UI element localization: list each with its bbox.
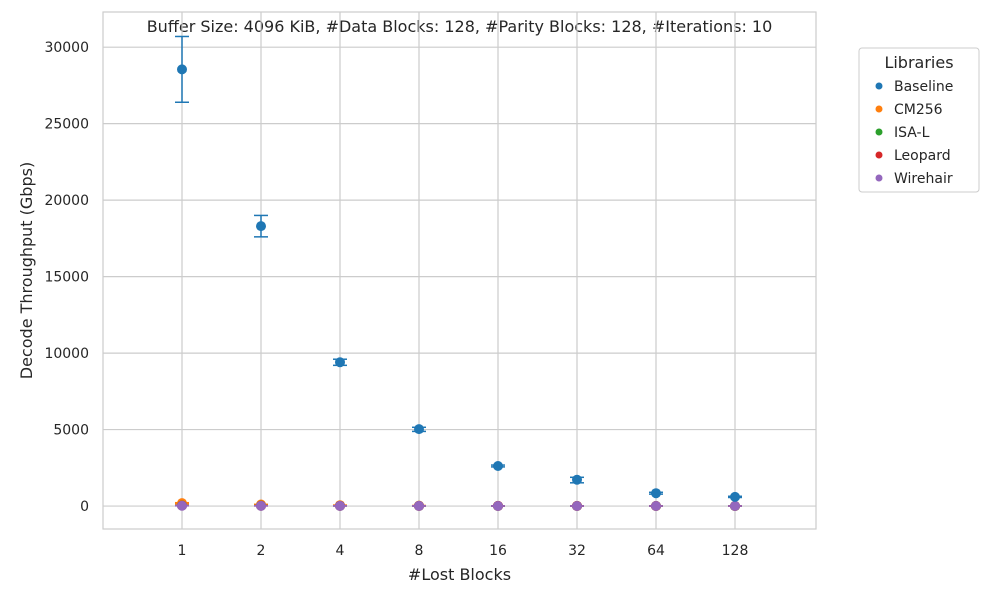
- legend-item: CM256: [875, 102, 943, 118]
- y-axis-ticks: 0 5000 10000 15000 20000 25000 30000: [44, 40, 89, 515]
- data-point: [177, 64, 187, 75]
- x-tick-label: 128: [722, 543, 749, 559]
- data-point: [256, 221, 266, 232]
- legend-item: Wirehair: [875, 171, 953, 187]
- legend-label: CM256: [894, 102, 943, 118]
- y-tick-label: 10000: [44, 346, 89, 362]
- x-tick-label: 2: [257, 543, 266, 559]
- y-tick-label: 20000: [44, 193, 89, 209]
- x-tick-label: 64: [647, 543, 665, 559]
- x-tick-label: 32: [568, 543, 586, 559]
- x-tick-label: 1: [178, 543, 187, 559]
- legend-item: ISA-L: [875, 125, 930, 141]
- legend-box: [858, 47, 980, 193]
- data-point: [651, 500, 661, 511]
- data-point: [730, 501, 740, 512]
- y-tick-label: 0: [80, 499, 89, 515]
- legend-label: Leopard: [894, 148, 951, 164]
- data-point: [335, 500, 345, 511]
- data-point: [414, 500, 424, 511]
- data-point: [730, 491, 740, 502]
- plot-area-frame: [102, 11, 817, 530]
- data-point: [572, 474, 582, 485]
- y-tick-label: 15000: [44, 270, 89, 286]
- legend-marker: [875, 105, 883, 113]
- x-tick-label: 16: [489, 543, 507, 559]
- data-point: [177, 500, 187, 511]
- legend-marker: [875, 128, 883, 136]
- y-tick-label: 25000: [44, 117, 89, 133]
- x-axis-label: #Lost Blocks: [408, 565, 511, 584]
- grid: [103, 12, 816, 529]
- data-series: [175, 35, 742, 512]
- legend-label: Baseline: [894, 79, 953, 95]
- legend: Libraries Baseline CM256 ISA-L Leopard Wireh…: [858, 47, 980, 193]
- legend-marker: [875, 82, 883, 90]
- legend-label: ISA-L: [894, 125, 930, 141]
- series-baseline: [175, 35, 742, 502]
- x-tick-label: 4: [336, 543, 345, 559]
- data-point: [335, 357, 345, 368]
- y-tick-label: 30000: [44, 40, 89, 56]
- x-axis-ticks: 1 2 4 8 16 32 64 128: [178, 543, 749, 559]
- y-axis-label: Decode Throughput (Gbps): [17, 162, 36, 379]
- x-tick-label: 8: [415, 543, 424, 559]
- legend-item: Baseline: [875, 79, 953, 95]
- data-point: [414, 424, 424, 435]
- legend-marker: [875, 151, 883, 159]
- legend-marker: [875, 174, 883, 182]
- data-point: [493, 460, 503, 471]
- legend-label: Wirehair: [894, 171, 953, 187]
- data-point: [256, 500, 266, 511]
- y-tick-label: 5000: [53, 423, 89, 439]
- chart-title: Buffer Size: 4096 KiB, #Data Blocks: 128…: [147, 17, 773, 36]
- data-point: [572, 500, 582, 511]
- legend-title: Libraries: [884, 53, 953, 72]
- data-point: [493, 500, 503, 511]
- data-point: [651, 488, 661, 499]
- legend-item: Leopard: [875, 148, 951, 164]
- series-wirehair: [175, 500, 742, 512]
